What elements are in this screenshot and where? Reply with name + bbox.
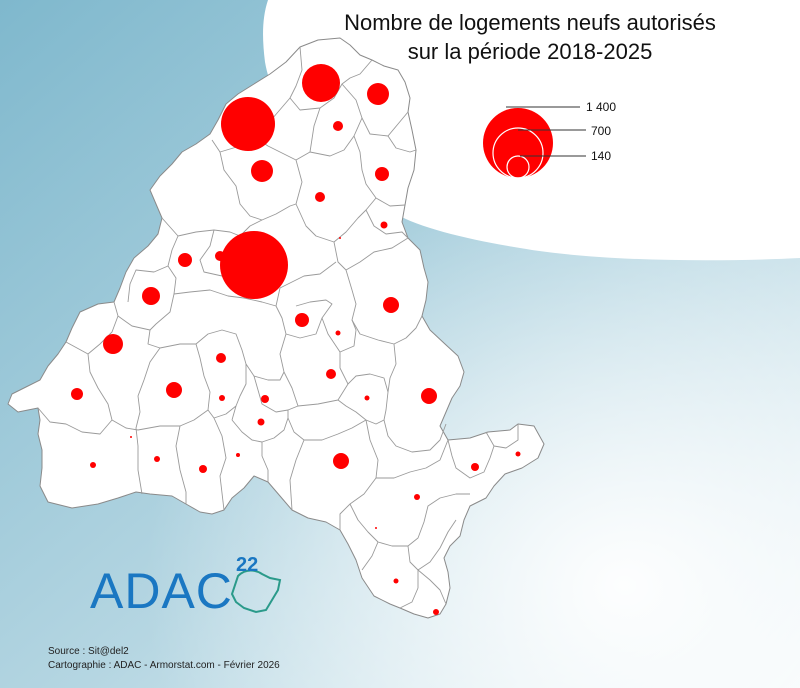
symbol-commune-35 [236, 453, 240, 457]
symbol-commune-31 [393, 578, 399, 584]
territory [7, 37, 545, 619]
symbol-commune-6 [103, 334, 123, 354]
symbol-commune-38 [375, 527, 377, 529]
symbol-commune-37 [339, 237, 341, 239]
symbol-commune-2 [221, 97, 275, 151]
legend-label-140: 140 [591, 149, 612, 163]
symbol-commune-36 [130, 436, 132, 438]
symbol-commune-24 [380, 221, 388, 229]
symbol-commune-4 [367, 83, 389, 105]
adac-logo: ADAC [90, 563, 233, 619]
symbol-commune-7 [142, 287, 160, 305]
symbol-commune-5 [251, 160, 273, 182]
symbol-commune-34 [515, 451, 521, 457]
symbol-commune-26 [90, 462, 96, 468]
legend-circle-140 [506, 155, 530, 179]
symbol-commune-16 [326, 369, 336, 379]
symbol-commune-20 [216, 353, 226, 363]
symbol-commune-11 [421, 388, 437, 404]
symbol-commune-17 [215, 251, 225, 261]
map-title-line2: sur la période 2018-2025 [407, 39, 653, 64]
symbol-commune-9 [333, 453, 349, 469]
adac-logo-sup: 22 [236, 554, 259, 576]
symbol-commune-19 [315, 192, 325, 202]
map-title-line1: Nombre de logements neufs autorisés [344, 10, 716, 35]
symbol-commune-33 [335, 330, 341, 336]
legend-label-1400: 1 400 [586, 100, 617, 114]
symbol-commune-14 [295, 313, 309, 327]
symbol-commune-21 [261, 395, 269, 403]
symbol-commune-30 [433, 609, 439, 615]
symbol-commune-29 [414, 494, 420, 500]
credit-source: Source : Sit@del2 [48, 646, 129, 657]
symbol-commune-1 [220, 231, 288, 299]
legend-circle-1400 [483, 108, 553, 178]
symbol-commune-12 [178, 253, 192, 267]
map-title: Nombre de logements neufs autorisés sur … [300, 8, 760, 66]
proportional-symbols [71, 64, 521, 615]
legend-symbols [483, 106, 586, 179]
symbol-commune-18 [333, 121, 343, 131]
symbol-commune-10 [166, 382, 182, 398]
symbol-commune-13 [375, 167, 389, 181]
symbol-commune-28 [219, 395, 225, 401]
symbol-commune-23 [199, 465, 207, 473]
symbol-commune-3 [302, 64, 340, 102]
legend-label-700: 700 [591, 124, 612, 138]
symbol-commune-15 [71, 388, 83, 400]
symbol-commune-25 [257, 418, 265, 426]
credit-cartography: Cartographie : ADAC - Armorstat.com - Fé… [48, 660, 280, 671]
logo-map-shape [230, 569, 282, 614]
symbol-commune-8 [383, 297, 399, 313]
symbol-commune-22 [471, 463, 479, 471]
symbol-commune-27 [154, 456, 160, 462]
symbol-commune-32 [364, 395, 370, 401]
